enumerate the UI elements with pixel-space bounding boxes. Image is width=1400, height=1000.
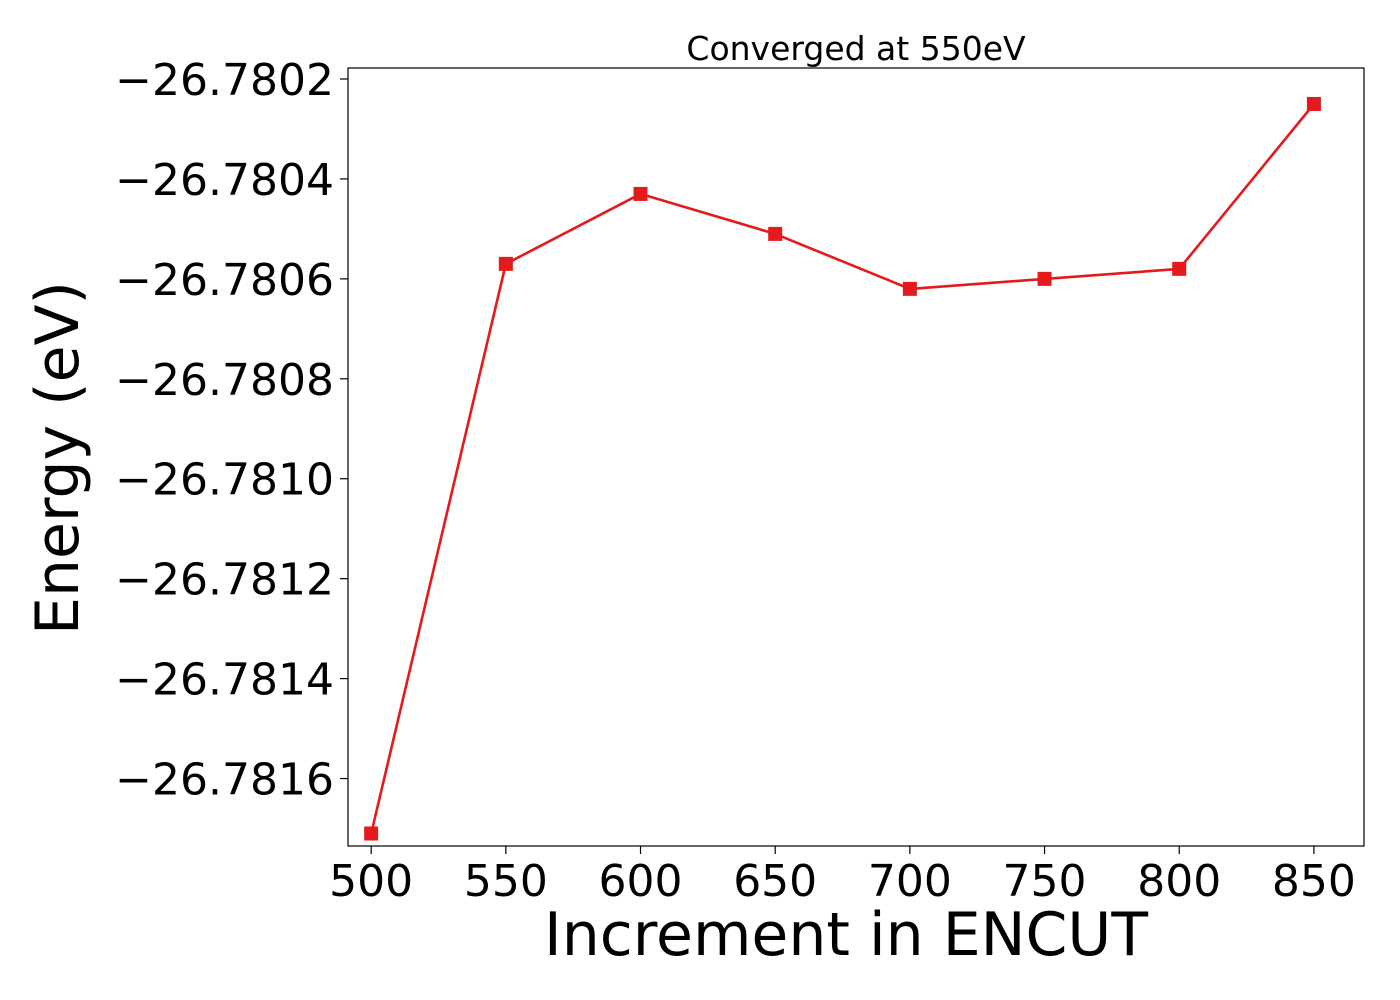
y-tick-label: −26.7808 <box>115 355 334 406</box>
x-tick-label: 550 <box>464 856 548 907</box>
y-tick-label: −26.7804 <box>115 155 334 206</box>
data-point-marker <box>1037 271 1052 286</box>
x-tick-label: 600 <box>599 856 683 907</box>
y-tick-label: −26.7812 <box>115 555 334 606</box>
y-axis-label: Energy (eV) <box>23 281 93 635</box>
data-point-marker <box>364 826 379 841</box>
x-tick-label: 500 <box>329 856 413 907</box>
y-tick-label: −26.7806 <box>115 255 334 306</box>
data-point-marker <box>633 186 648 201</box>
axis-ticks: 500 550 600 650 700 750 800 850 −26.7802 −26.7804… <box>115 55 1356 907</box>
data-point-marker <box>768 226 783 241</box>
x-tick-label: 750 <box>1003 856 1087 907</box>
x-tick-label: 700 <box>868 856 952 907</box>
x-axis-label: Increment in ENCUT <box>544 900 1148 970</box>
x-tick-label: 850 <box>1272 856 1356 907</box>
plot-area-frame <box>347 67 1365 847</box>
data-point-marker <box>1172 261 1187 276</box>
energy-series <box>364 96 1321 841</box>
y-tick-label: −26.7814 <box>115 655 334 706</box>
y-tick-label: −26.7816 <box>115 755 334 806</box>
x-tick-label: 650 <box>733 856 817 907</box>
x-tick-label: 800 <box>1137 856 1221 907</box>
data-point-marker <box>498 256 513 271</box>
chart-title: Converged at 550eV <box>686 29 1026 68</box>
y-tick-label: −26.7810 <box>115 455 334 506</box>
y-tick-label: −26.7802 <box>115 55 334 106</box>
energy-series-line <box>369 103 1315 834</box>
data-point-marker <box>1306 96 1321 111</box>
data-point-marker <box>902 281 917 296</box>
